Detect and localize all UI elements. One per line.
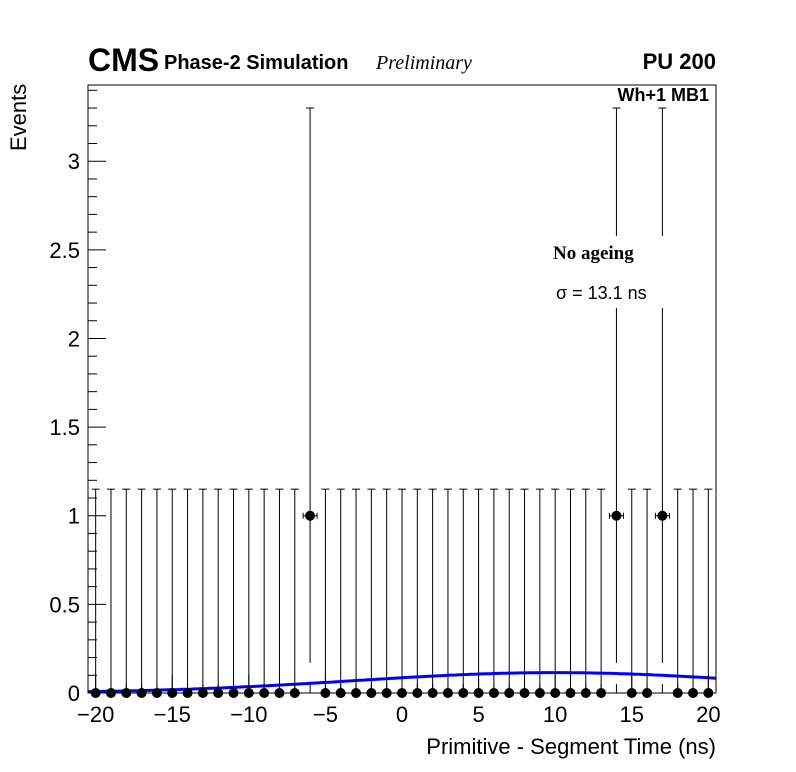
x-tick-label: −15 — [154, 702, 191, 727]
y-axis-label: Events — [6, 84, 31, 151]
pileup-label: PU 200 — [643, 49, 716, 74]
data-point — [657, 510, 668, 521]
y-tick-label: 3 — [68, 149, 80, 174]
x-tick-label: −5 — [313, 702, 338, 727]
phase2-label: Phase-2 Simulation — [164, 52, 349, 74]
y-tick-label: 2.5 — [49, 238, 80, 263]
x-tick-label: −10 — [230, 702, 267, 727]
legend-box — [548, 236, 672, 308]
x-tick-label: 15 — [620, 702, 644, 727]
x-tick-label: 5 — [472, 702, 484, 727]
data-point — [305, 510, 316, 521]
y-tick-label: 0.5 — [49, 592, 80, 617]
ageing-label: No ageing — [553, 243, 634, 264]
x-axis-label: Primitive - Segment Time (ns) — [426, 734, 716, 759]
y-tick-label: 2 — [68, 326, 80, 351]
y-tick-label: 1 — [68, 504, 80, 529]
x-tick-label: −20 — [77, 702, 114, 727]
chamber-label: Wh+1 MB1 — [617, 85, 709, 105]
cms-label: CMS — [88, 42, 159, 78]
x-tick-label: 10 — [543, 702, 567, 727]
sigma-label: σ = 13.1 ns — [556, 283, 647, 303]
x-tick-label: 20 — [696, 702, 720, 727]
data-point — [611, 510, 622, 521]
y-tick-label: 0 — [68, 681, 80, 706]
x-tick-label: 0 — [396, 702, 408, 727]
preliminary-label: Preliminary — [375, 52, 472, 74]
y-tick-label: 1.5 — [49, 415, 80, 440]
